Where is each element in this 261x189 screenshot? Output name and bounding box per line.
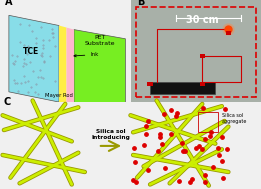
Point (162, 112, 166, 115)
Point (156, 150, 160, 153)
Bar (200, 82, 205, 86)
Polygon shape (67, 28, 74, 104)
Point (133, 161, 137, 164)
Point (203, 180, 207, 184)
Point (169, 108, 173, 111)
Point (209, 130, 213, 133)
Point (200, 148, 204, 151)
Point (144, 132, 148, 135)
Point (145, 169, 150, 172)
Text: 30 cm: 30 cm (186, 15, 219, 25)
Polygon shape (59, 26, 67, 103)
Point (134, 180, 138, 183)
Point (175, 112, 180, 115)
Point (203, 174, 207, 177)
Polygon shape (74, 30, 125, 110)
Point (220, 136, 224, 139)
Point (181, 149, 185, 152)
Bar (147, 82, 153, 86)
Text: Mayer Rod: Mayer Rod (45, 93, 73, 98)
Polygon shape (9, 15, 59, 102)
Text: Ink: Ink (74, 52, 99, 57)
Point (177, 179, 181, 182)
Point (160, 143, 164, 146)
Bar (226, 31, 231, 35)
Point (221, 176, 225, 179)
Point (146, 119, 150, 122)
Text: C: C (4, 97, 11, 107)
Point (162, 166, 167, 169)
Point (169, 132, 173, 135)
Text: B: B (137, 0, 144, 7)
Bar (136, 7, 256, 97)
Text: PET
Substrate: PET Substrate (85, 35, 116, 46)
Point (173, 115, 177, 118)
Point (208, 135, 212, 138)
Text: TCE: TCE (23, 46, 40, 56)
Point (144, 125, 148, 128)
Point (224, 148, 229, 151)
Point (220, 159, 224, 162)
Point (180, 141, 184, 144)
Bar (150, 82, 215, 94)
Point (194, 146, 198, 149)
Point (211, 165, 215, 168)
Point (197, 145, 201, 148)
Text: Silica sol
Introducing: Silica sol Introducing (92, 129, 130, 140)
Point (158, 132, 162, 136)
Point (216, 146, 220, 149)
Point (223, 108, 227, 111)
Text: Silica sol
aggregate: Silica sol aggregate (222, 113, 247, 124)
Point (190, 177, 194, 180)
Point (183, 150, 187, 153)
Point (203, 138, 207, 141)
Point (217, 153, 222, 156)
Point (200, 107, 205, 110)
Point (132, 146, 137, 149)
Point (142, 144, 146, 147)
Bar (198, 112, 218, 132)
Text: A: A (5, 0, 13, 7)
Point (158, 135, 162, 138)
Point (188, 181, 192, 184)
Point (131, 179, 135, 182)
Bar (200, 54, 205, 58)
